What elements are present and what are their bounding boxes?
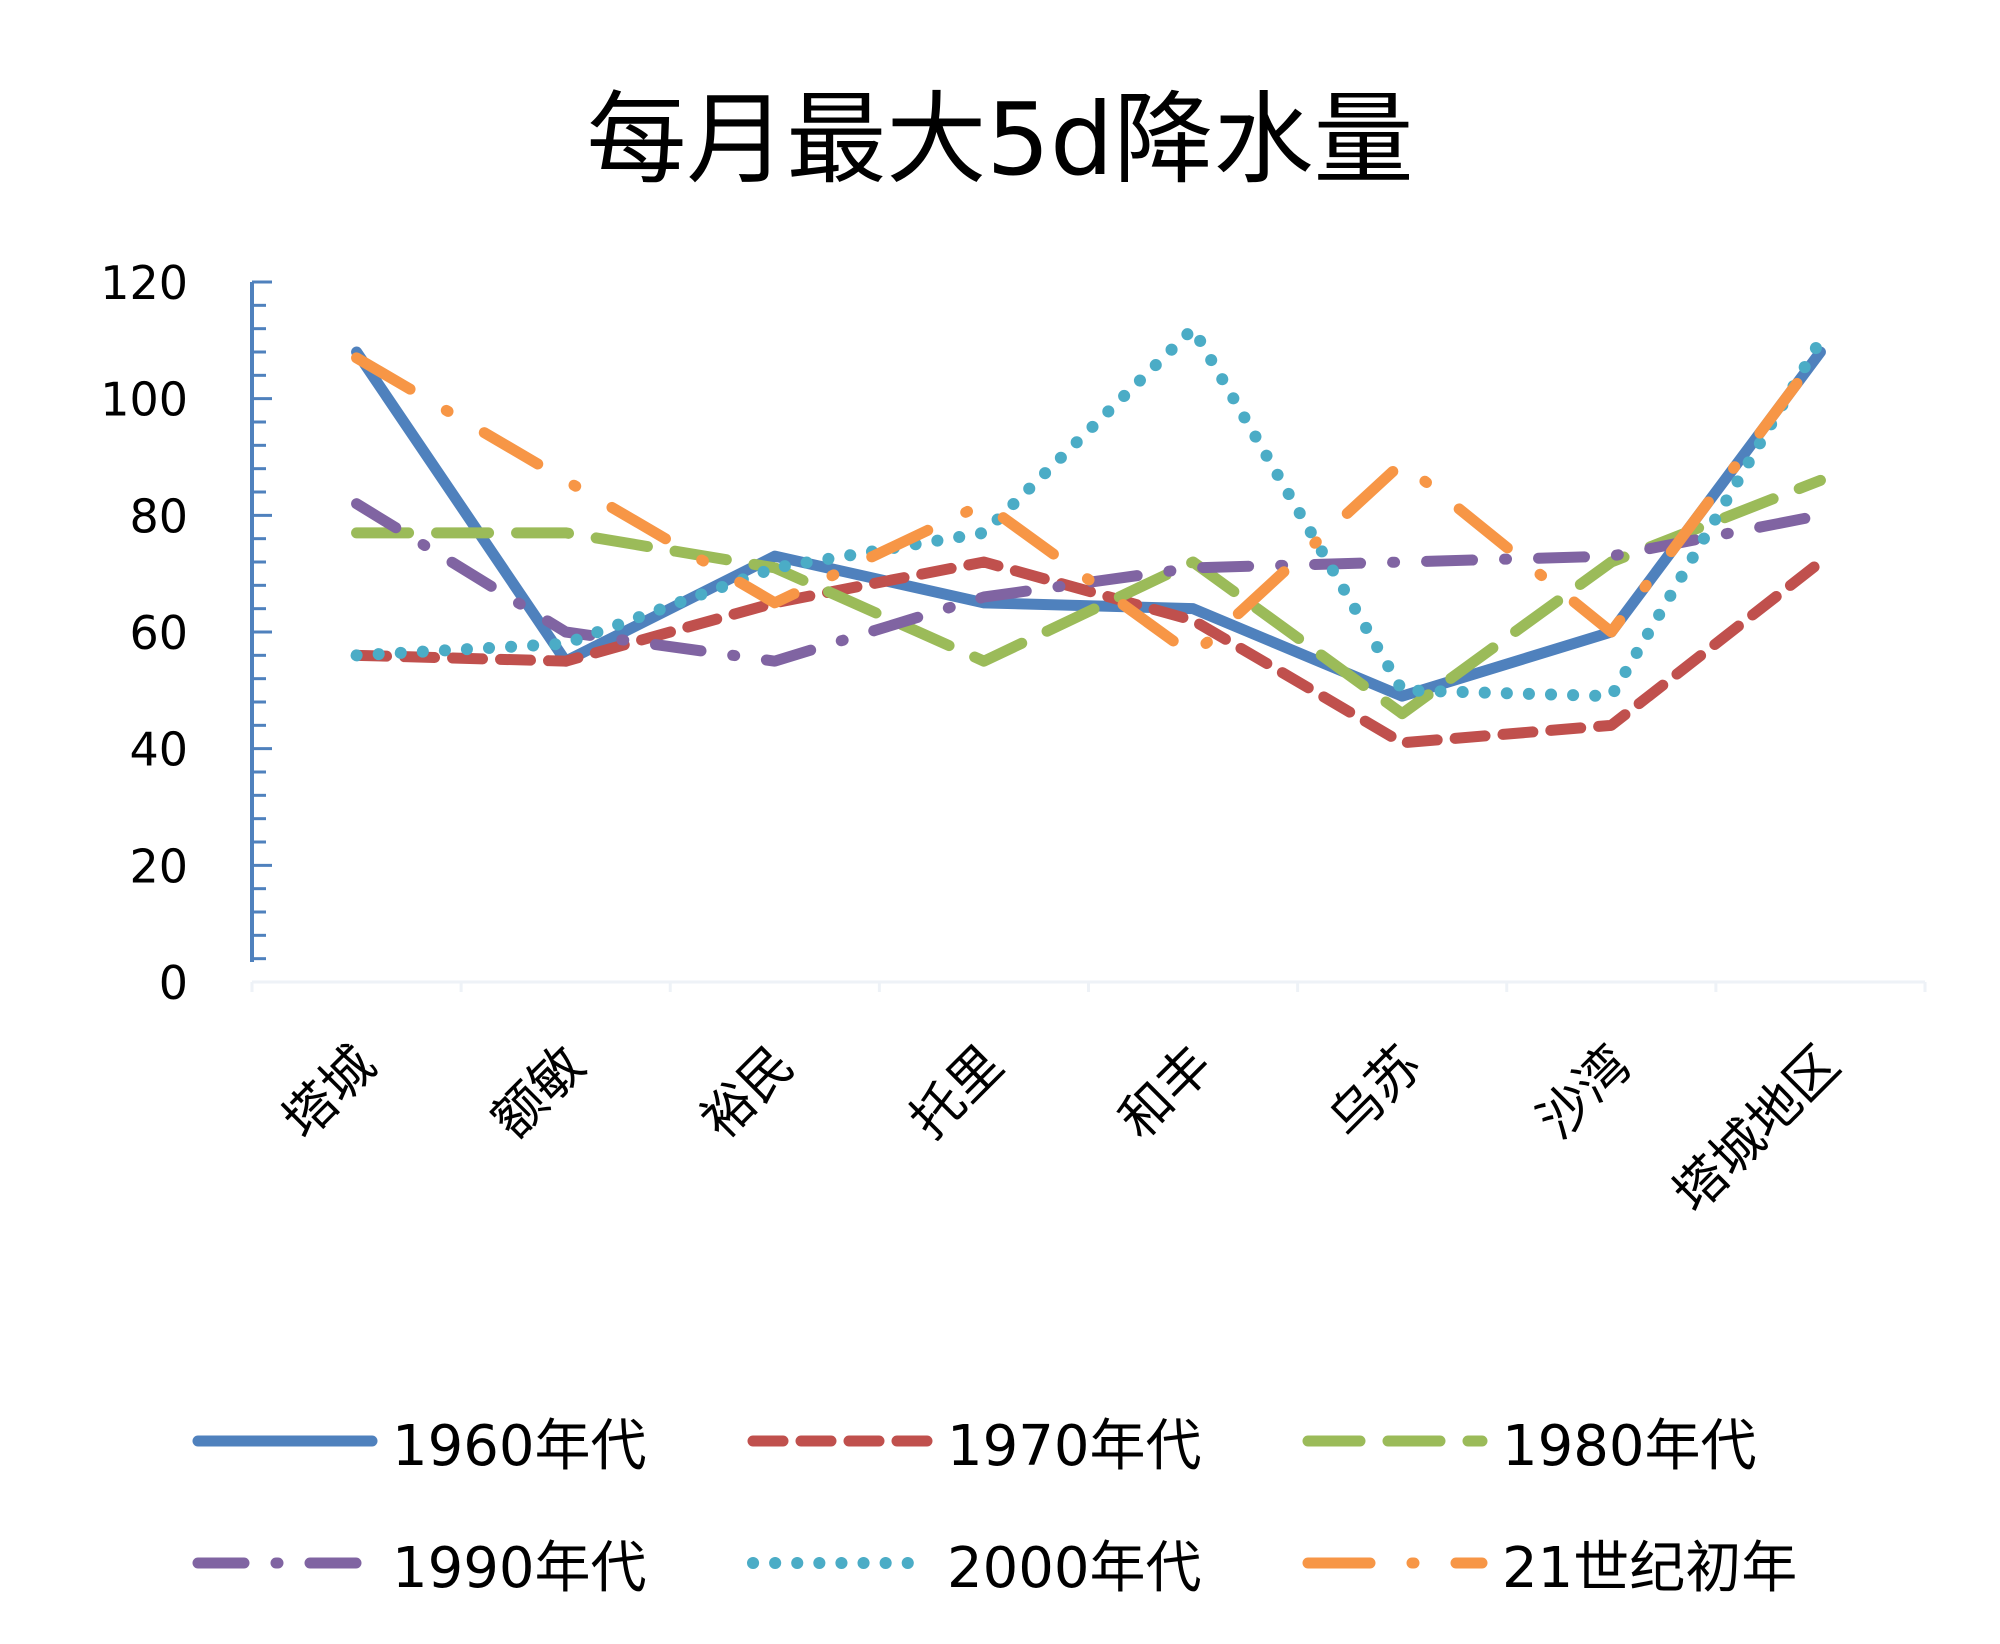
- category-label: 额敏: [481, 1035, 597, 1151]
- legend-label: 2000年代: [947, 1535, 1202, 1601]
- legend-label: 1970年代: [947, 1413, 1202, 1479]
- legend-swatch: [747, 1435, 933, 1447]
- category-label: 沙湾: [1527, 1035, 1643, 1151]
- category-label: 托里: [899, 1035, 1015, 1151]
- legend: 1960年代 1970年代 1980年代 1990年代 2000年代 21世纪初…: [190, 1380, 1890, 1624]
- legend-swatch: [192, 1435, 378, 1447]
- legend-row: 1990年代 2000年代 21世纪初年: [190, 1502, 1890, 1624]
- category-label: 乌苏: [1317, 1035, 1433, 1151]
- series-line: [350, 322, 1827, 703]
- legend-label: 21世纪初年: [1502, 1535, 1798, 1601]
- legend-item-2000s: 2000年代: [745, 1523, 1300, 1604]
- category-label: 裕民: [690, 1035, 806, 1151]
- legend-item-1970s: 1970年代: [745, 1401, 1300, 1482]
- legend-swatch: [192, 1557, 378, 1569]
- legend-label: 1990年代: [392, 1535, 647, 1601]
- y-tick-label: 80: [129, 489, 188, 543]
- chart-title: 每月最大5d降水量: [586, 81, 1414, 198]
- y-tick-label: 0: [159, 956, 188, 1010]
- legend-item-1980s: 1980年代: [1300, 1401, 1855, 1482]
- series-line: [351, 474, 1826, 720]
- y-tick-label: 20: [129, 839, 188, 893]
- legend-swatch: [747, 1557, 933, 1569]
- legend-item-1990s: 1990年代: [190, 1523, 745, 1604]
- y-tick-label: 100: [100, 373, 188, 427]
- legend-swatch: [1302, 1557, 1488, 1569]
- series-line: [351, 346, 1826, 661]
- legend-item-1960s: 1960年代: [190, 1401, 745, 1482]
- y-tick-label: 60: [129, 606, 188, 660]
- legend-item-21st-century: 21世纪初年: [1300, 1523, 1855, 1604]
- legend-label: 1980年代: [1502, 1413, 1757, 1479]
- category-label: 塔城: [272, 1035, 388, 1151]
- category-label: 和丰: [1108, 1035, 1224, 1151]
- series-line: [351, 556, 1826, 749]
- legend-swatch: [1302, 1435, 1488, 1447]
- y-tick-label: 120: [100, 256, 188, 310]
- legend-row: 1960年代 1970年代 1980年代: [190, 1380, 1890, 1502]
- y-tick-label: 40: [129, 723, 188, 777]
- category-label: 塔城地区: [1662, 1035, 1852, 1225]
- legend-label: 1960年代: [392, 1413, 647, 1479]
